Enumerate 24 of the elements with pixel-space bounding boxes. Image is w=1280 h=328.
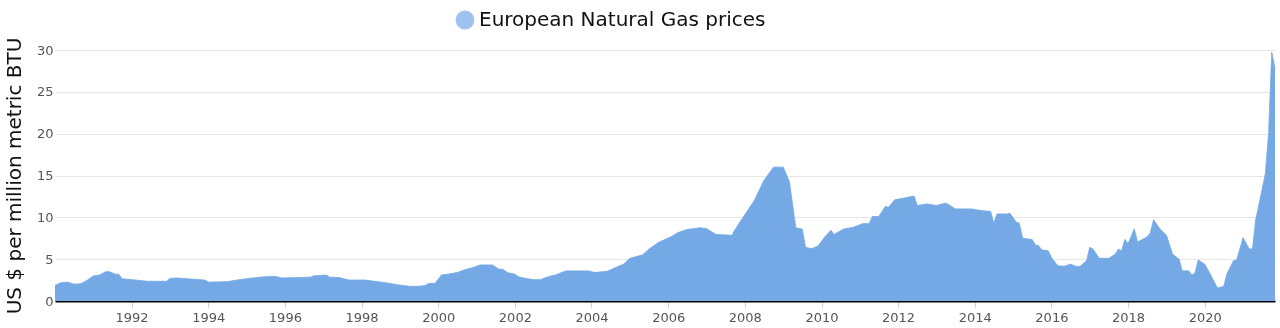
- x-tick-label: 2018: [1112, 309, 1146, 325]
- x-tick-label: 2020: [1188, 309, 1222, 325]
- x-tick-label: 2016: [1035, 309, 1069, 325]
- x-tick-label: 1996: [268, 309, 302, 325]
- x-tick-label: 1992: [115, 309, 149, 325]
- y-tick-label: 20: [36, 126, 54, 142]
- y-tick-label: 10: [36, 209, 54, 225]
- y-tick-label: 5: [45, 251, 54, 267]
- x-tick-label: 2010: [805, 309, 839, 325]
- x-tick-label: 2006: [652, 309, 686, 325]
- x-tick-label: 2012: [882, 309, 916, 325]
- y-tick-label: 25: [36, 84, 54, 100]
- x-tick-label: 2002: [498, 309, 532, 325]
- x-tick-label: 2008: [728, 309, 762, 325]
- x-tick-label: 2014: [958, 309, 992, 325]
- y-tick-label: 0: [45, 293, 54, 309]
- y-tick-label: 15: [36, 168, 54, 183]
- x-tick-label: 1994: [192, 309, 226, 325]
- x-tick-label: 1998: [345, 309, 379, 325]
- legend-label: European Natural Gas prices: [479, 7, 766, 31]
- y-tick-label: 30: [36, 42, 54, 58]
- y-axis-title: US $ per million metric BTU: [1, 37, 26, 315]
- x-tick-label: 2000: [422, 309, 456, 325]
- x-tick-label: 2004: [575, 309, 609, 325]
